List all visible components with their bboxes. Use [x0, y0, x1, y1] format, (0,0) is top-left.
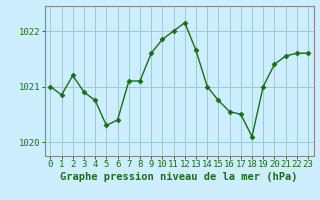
X-axis label: Graphe pression niveau de la mer (hPa): Graphe pression niveau de la mer (hPa) [60, 172, 298, 182]
